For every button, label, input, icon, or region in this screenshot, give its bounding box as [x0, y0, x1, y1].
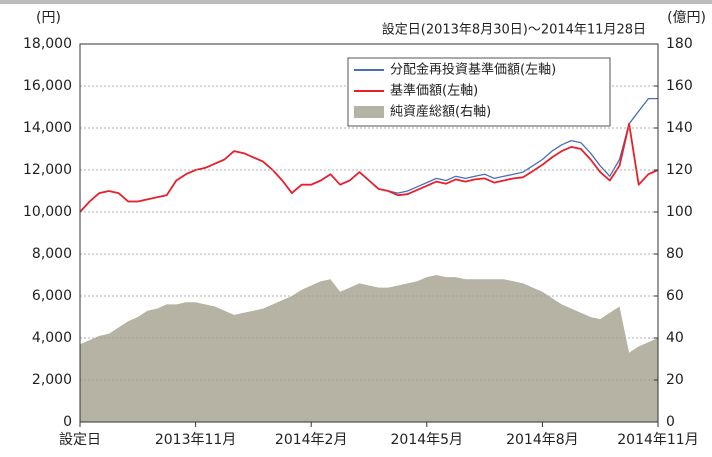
y2-tick-label: 180 [666, 36, 693, 52]
y2-tick-label: 0 [666, 414, 675, 430]
y2-tick-label: 120 [666, 162, 693, 178]
y-tick-label: 6,000 [32, 288, 72, 304]
plot-frame [79, 43, 659, 423]
subtitle: 設定日(2013年8月30日)～2014年11月28日 [382, 22, 646, 38]
y2-unit: (億円) [667, 10, 706, 26]
legend-swatch [354, 106, 384, 118]
y-tick-label: 0 [63, 414, 72, 430]
x-tick-label: 2014年2月 [275, 432, 348, 448]
x-tick-label: 設定日 [59, 432, 101, 448]
y-tick-label: 18,000 [23, 36, 72, 52]
legend-label: 分配金再投資基準価額(左軸) [390, 62, 556, 78]
legend-box [347, 57, 611, 127]
y-tick-label: 8,000 [32, 246, 72, 262]
legend-label: 基準価額(左軸) [390, 83, 478, 99]
x-tick-label: 2014年5月 [391, 432, 464, 448]
line [79, 122, 659, 213]
y-tick-label: 10,000 [23, 204, 72, 220]
y2-tick-label: 60 [666, 288, 684, 304]
y2-tick-label: 20 [666, 372, 684, 388]
y2-tick-label: 140 [666, 120, 693, 136]
y2-tick-label: 40 [666, 330, 684, 346]
legend-label: 純資産総額(右軸) [390, 104, 491, 120]
y-tick-label: 14,000 [23, 120, 72, 136]
top-bar [0, 0, 712, 4]
x-tick-label: 2014年11月 [617, 432, 698, 448]
y2-tick-label: 160 [666, 78, 693, 94]
y-tick-label: 12,000 [23, 162, 72, 178]
y2-tick-label: 100 [666, 204, 693, 220]
x-tick-label: 2013年11月 [155, 432, 236, 448]
x-tick-label: 2014年8月 [506, 432, 579, 448]
y-tick-label: 16,000 [23, 78, 72, 94]
area [80, 275, 658, 422]
y-unit: (円) [36, 10, 61, 26]
y2-tick-label: 80 [666, 246, 684, 262]
y-tick-label: 2,000 [32, 372, 72, 388]
y-tick-label: 4,000 [32, 330, 72, 346]
